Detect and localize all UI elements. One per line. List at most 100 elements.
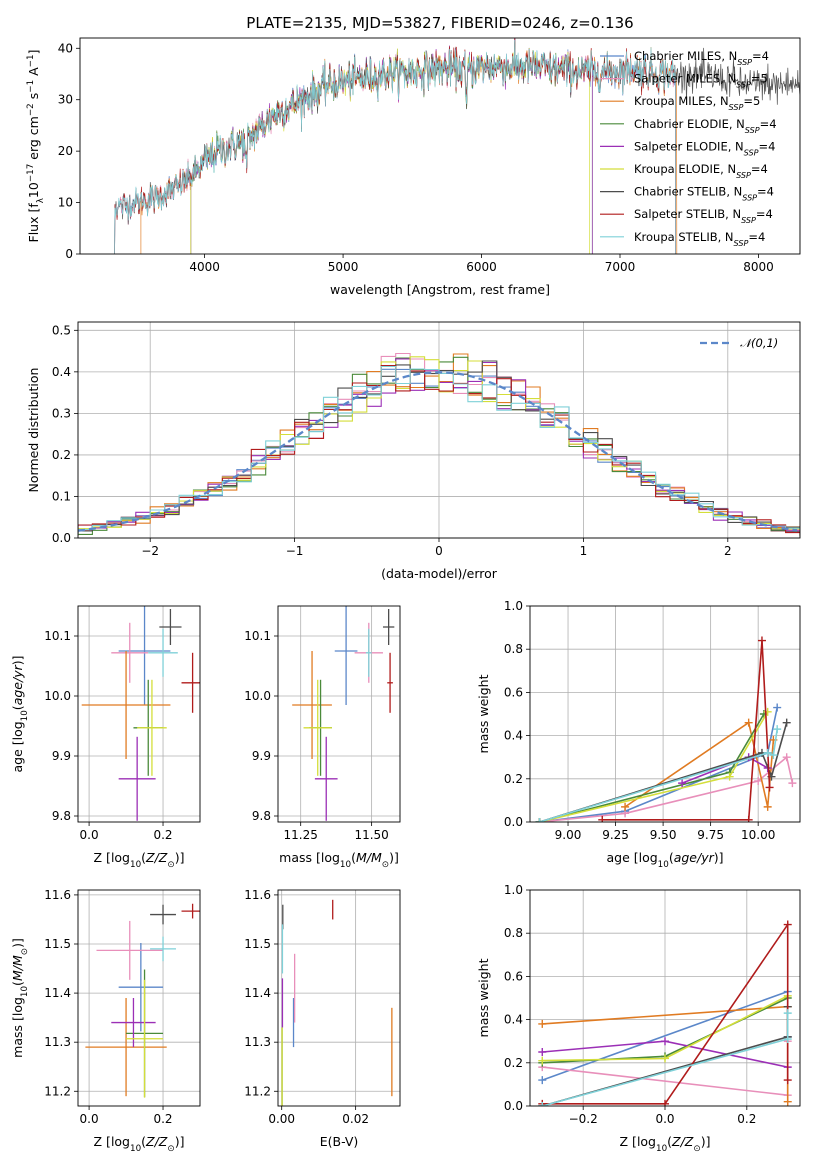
axes-frame [77, 605, 201, 823]
y-tick-label: 11.5 [244, 937, 271, 951]
y-tick-label: 9.8 [52, 809, 71, 823]
x-axis-label: (data-model)/error [381, 566, 498, 581]
x-tick-label: 0.02 [342, 1112, 369, 1126]
plot-area [538, 920, 792, 1106]
weight-marker-2-0 [538, 1019, 547, 1028]
y-axis-label: mass [log10(M/M⊙)] [10, 938, 30, 1058]
legend-label-4: Salpeter ELODIE, NSSP=4 [634, 139, 775, 157]
axes-frame [277, 889, 401, 1107]
y-tick-label: 0.4 [52, 365, 71, 379]
panel-weight_vs_Z: −0.2 0.0 0.2 0.0 0.2 0.4 0.6 0.8 1.0 Z [log10(Z/Z… [476, 883, 801, 1154]
y-tick-label: 0.0 [52, 531, 71, 545]
panel-spectrum: 4000 5000 6000 7000 8000 0 10 20 30 40 PLATE=2135,… [26, 14, 801, 297]
y-axis-label: age [log10(age/yr)] [10, 655, 30, 772]
x-tick-label: 4000 [189, 260, 220, 274]
spectrum-line-8 [114, 39, 676, 254]
weight-marker-6-3 [782, 718, 791, 727]
legend-label-8: Kroupa STELIB, NSSP=4 [634, 230, 765, 248]
y-tick-label: 1.0 [504, 883, 523, 897]
x-tick-label: 11.50 [354, 828, 388, 842]
x-tick-label: 0.0 [80, 1112, 99, 1126]
axes-frame [529, 889, 801, 1107]
panel-weight_vs_age: 9.00 9.25 9.50 9.75 10.00 0.0 0.2 0.4 0.6 0.8 1.0 a… [476, 599, 801, 870]
y-tick-label: 0.8 [504, 926, 523, 940]
weight-marker-0-0 [538, 1076, 547, 1085]
weight-marker-7-2 [757, 636, 766, 645]
weight-marker-0-3 [773, 703, 782, 712]
y-tick-label: 11.2 [44, 1084, 71, 1098]
x-tick-label: 7000 [605, 260, 636, 274]
y-tick-label: 11.4 [44, 986, 71, 1000]
weight-marker-4-1 [661, 1037, 669, 1046]
x-tick-label: 6000 [466, 260, 497, 274]
x-axis-label: wavelength [Angstrom, rest frame] [330, 282, 550, 297]
weight-marker-8-2 [769, 751, 778, 760]
y-tick-label: 11.2 [244, 1084, 271, 1098]
weight-marker-8-0 [535, 818, 544, 822]
x-tick-label: −2 [141, 544, 159, 558]
weight-line-6 [539, 722, 788, 822]
x-tick-label: 9.25 [602, 828, 629, 842]
weight-line-0 [539, 707, 778, 822]
legend-label-5: Kroupa ELODIE, NSSP=4 [634, 162, 768, 180]
x-axis-label: E(B-V) [320, 1134, 359, 1149]
legend-label: 𝒩(0,1) [740, 336, 778, 350]
x-tick-label: 0 [435, 544, 443, 558]
panel-mass_vs_Z: 0.0 0.2 11.2 11.3 11.4 11.5 11.6 Z [log10(Z/Z⊙)… [10, 888, 201, 1154]
y-tick-label: 0.0 [504, 1099, 523, 1113]
y-tick-label: 0.2 [52, 448, 71, 462]
plot-area [281, 899, 393, 1106]
legend-label-3: Chabrier ELODIE, NSSP=4 [634, 117, 777, 135]
weight-marker-2-1 [744, 718, 753, 727]
y-tick-label: 11.5 [44, 937, 71, 951]
weight-marker-7-0 [598, 815, 607, 822]
y-tick-label: 9.9 [52, 749, 71, 763]
legend-label-6: Chabrier STELIB, NSSP=4 [634, 185, 774, 203]
y-tick-label: 10 [58, 196, 73, 210]
x-tick-label: 0.0 [80, 828, 99, 842]
x-tick-label: −0.2 [569, 1112, 598, 1126]
x-tick-label: 2 [724, 544, 732, 558]
normal-curve [78, 371, 798, 532]
plot-area [292, 606, 395, 821]
legend-label-0: Chabrier MILES, NSSP=4 [634, 49, 769, 67]
y-axis-label: Flux [fλ10−17 erg cm−2 s−1 A−1] [26, 50, 46, 243]
x-tick-label: 9.00 [555, 828, 582, 842]
y-axis-label: Normed distribution [26, 368, 41, 493]
y-tick-label: 11.3 [244, 1035, 271, 1049]
y-tick-label: 9.8 [252, 809, 271, 823]
x-axis-label: mass [log10(M/M⊙)] [279, 850, 399, 870]
weight-marker-2-2 [783, 1097, 792, 1106]
x-tick-label: 11.25 [284, 828, 318, 842]
y-tick-label: 0.2 [504, 772, 523, 786]
weight-marker-8-3 [773, 725, 782, 734]
weight-line-7 [542, 922, 789, 1105]
weight-line-8 [539, 728, 778, 822]
legend-label-1: Salpeter MILES, NSSP=5 [634, 72, 768, 90]
weight-marker-8-1 [763, 748, 772, 757]
weight-line-7 [602, 640, 771, 821]
weight-marker-7-3 [765, 783, 774, 792]
x-tick-label: 8000 [743, 260, 774, 274]
x-axis-label: Z [log10(Z/Z⊙)] [620, 1134, 711, 1154]
axes-frame [79, 37, 801, 255]
weight-marker-1-2 [754, 776, 763, 785]
y-axis-label: mass weight [476, 958, 491, 1037]
weight-marker-7-3 [783, 1076, 792, 1085]
y-tick-label: 11.4 [244, 986, 271, 1000]
x-tick-label: 0.2 [737, 1112, 756, 1126]
weight-marker-8-1 [783, 1035, 792, 1044]
weight-marker-1-4 [788, 779, 797, 788]
legend: Chabrier MILES, NSSP=4 Salpeter MILES, NS… [600, 49, 777, 247]
y-tick-label: 0.0 [504, 815, 523, 829]
x-tick-label: 0.00 [268, 1112, 295, 1126]
x-tick-label: 10.00 [741, 828, 775, 842]
weight-marker-2-2 [763, 802, 772, 811]
y-tick-label: 10.0 [244, 689, 271, 703]
legend-label-2: Kroupa MILES, NSSP=5 [634, 94, 760, 112]
x-tick-label: 0.2 [153, 828, 172, 842]
weight-marker-8-0 [538, 1102, 547, 1106]
y-tick-label: 0 [65, 247, 73, 261]
plot-area [535, 636, 797, 822]
